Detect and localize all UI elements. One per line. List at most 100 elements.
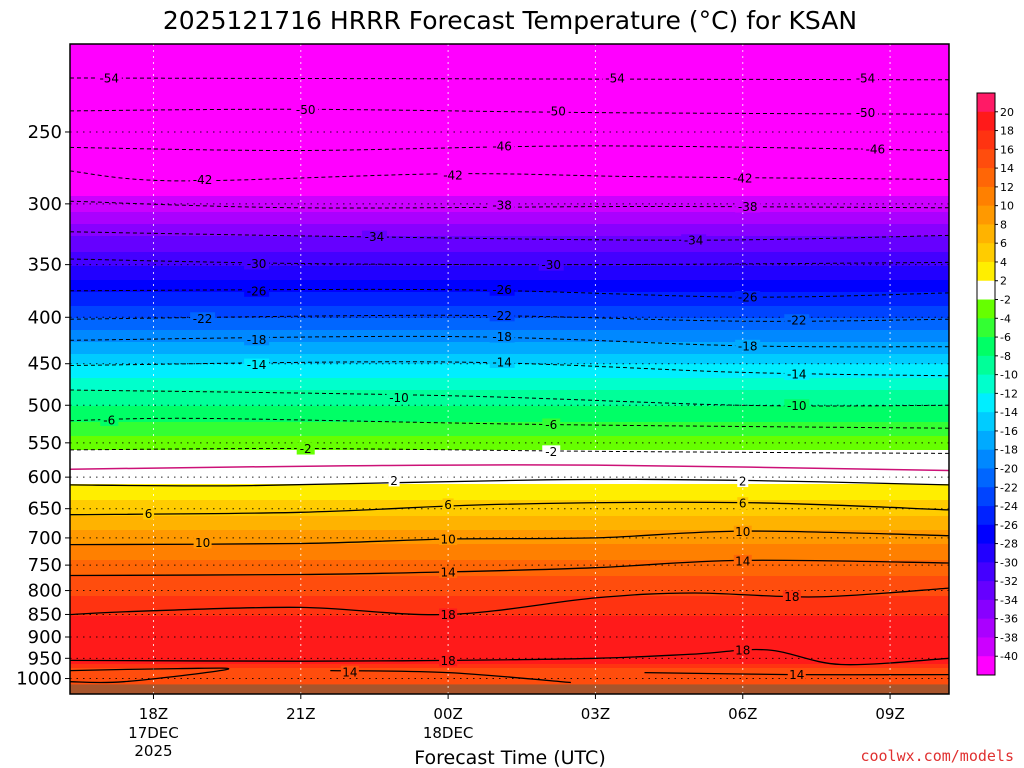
isotherm-line (70, 314, 949, 322)
isotherm-label: -42 (443, 169, 463, 183)
colorbar-swatch (977, 280, 995, 300)
temperature-band (70, 212, 949, 225)
isotherm-label-bg (100, 413, 119, 426)
y-tick-label: 450 (28, 354, 62, 375)
isotherm-label-bg (190, 173, 216, 186)
colorbar: 20 18 16 14 12 10 8 6 4 2 -2 -4 -6 -8 -10 -12 -14 -16 -18 -… (976, 92, 1018, 676)
isotherm-label-bg (784, 399, 810, 412)
colorbar-swatch (977, 393, 995, 413)
x-tick-label: 03Z (581, 705, 610, 723)
plot-frame (69, 43, 950, 695)
isotherm-label: -30 (247, 257, 267, 271)
colorbar-tick-label: 2 (1000, 275, 1007, 288)
isotherm-label: -14 (492, 355, 512, 369)
isotherm-label-bg (489, 283, 515, 296)
isotherm-label-bg (542, 418, 561, 431)
isotherm-label: -54 (605, 71, 625, 85)
isotherm-label: 14 (735, 554, 750, 568)
isotherm-label-bg (489, 330, 515, 343)
time-grid-lines (152, 44, 891, 694)
colorbar-swatch (977, 337, 995, 357)
credit-text: coolwx.com/models (860, 747, 1014, 765)
colorbar-swatch (977, 224, 995, 244)
colorbar-swatch (977, 430, 995, 451)
temperature-band (70, 406, 949, 423)
isotherm-label-bg (489, 139, 515, 152)
isotherm-label: 18 (735, 643, 750, 657)
colorbar-swatch (977, 487, 995, 507)
isotherm-label-bg (489, 355, 515, 368)
colorbar-tick-label: -18 (1000, 444, 1018, 457)
colorbar-swatch (977, 93, 995, 113)
isotherm-label: -30 (541, 258, 561, 272)
isotherm-label: 18 (440, 608, 455, 622)
isotherm-label-bg (96, 71, 122, 84)
isotherm-line (70, 288, 949, 298)
temperature-band (70, 544, 949, 561)
isotherm-label: 10 (735, 525, 750, 539)
colorbar-tick-label: -2 (1000, 294, 1011, 307)
colorbar-swatch (977, 243, 995, 263)
isotherm-line (70, 478, 949, 487)
y-tick-label: 300 (28, 194, 62, 215)
isotherm-label-bg (735, 200, 761, 213)
isotherm-label: -26 (492, 283, 512, 297)
x-tick-label: 18Z (139, 705, 168, 723)
y-tick-label: 950 (28, 648, 62, 669)
isotherm-line (70, 530, 949, 546)
isotherm-label: -10 (389, 391, 409, 405)
isotherm-label-bg (439, 608, 458, 621)
isotherm-label: 18 (784, 590, 799, 604)
isotherm-label: -14 (787, 368, 807, 382)
isotherm-label: -38 (492, 199, 512, 213)
isotherm-label: 6 (739, 497, 747, 511)
colorbar-tick-label: -36 (1000, 613, 1018, 626)
isotherm-label-bg (538, 258, 564, 271)
x-tick-sublabel: 2025 (134, 742, 172, 760)
isotherm-label-bg (853, 106, 879, 119)
colorbar-swatch (977, 355, 995, 376)
isotherm-line (70, 145, 949, 152)
x-tick-label: 09Z (875, 705, 904, 723)
isotherm-line (70, 559, 949, 577)
x-tick-sublabel: 18DEC (423, 724, 474, 742)
colorbar-tick-label: 12 (1000, 181, 1014, 194)
colorbar-tick-label: -28 (1000, 538, 1018, 551)
isotherm-label: 14 (440, 565, 455, 579)
y-tick-label: 650 (28, 499, 62, 520)
isotherm-label: -14 (247, 358, 267, 372)
isotherm-label-bg (244, 358, 270, 371)
colorbar-swatch (977, 524, 995, 544)
colorbar-swatch (977, 149, 995, 169)
temperature-band (70, 516, 949, 531)
isotherm-label-bg (737, 497, 749, 510)
isotherm-label: -26 (247, 284, 267, 298)
isotherm-label: -2 (545, 445, 557, 459)
isotherm-label-bg (733, 554, 752, 567)
isotherm-label: 6 (145, 507, 153, 521)
colorbar-swatch (977, 449, 995, 469)
colorbar-swatch (977, 412, 995, 432)
colorbar-swatch (977, 468, 995, 488)
isotherm-label-bg (784, 314, 810, 327)
isotherm-line (70, 447, 949, 454)
colorbar-tick-label: -6 (1000, 331, 1011, 344)
colorbar-tick-label: 18 (1000, 125, 1014, 138)
isotherm-label-bg (733, 525, 752, 538)
y-tick-label: 700 (28, 528, 62, 549)
isotherm-label-bg (681, 234, 707, 247)
colorbar-swatch (977, 562, 995, 582)
colorbar-tick-label: -32 (1000, 575, 1018, 588)
isotherm-line (70, 258, 949, 266)
isotherm-label-bg (489, 199, 515, 212)
isotherm-label: 14 (789, 668, 804, 682)
isotherm-line (70, 464, 949, 472)
terrain-fill (70, 684, 949, 694)
colorbar-tick-label: 14 (1000, 162, 1014, 175)
isotherm-line (70, 667, 230, 684)
isotherm-label-bg (361, 230, 387, 243)
isotherm-line (70, 200, 949, 209)
temperature-band (70, 44, 949, 197)
temperature-band (70, 576, 949, 597)
